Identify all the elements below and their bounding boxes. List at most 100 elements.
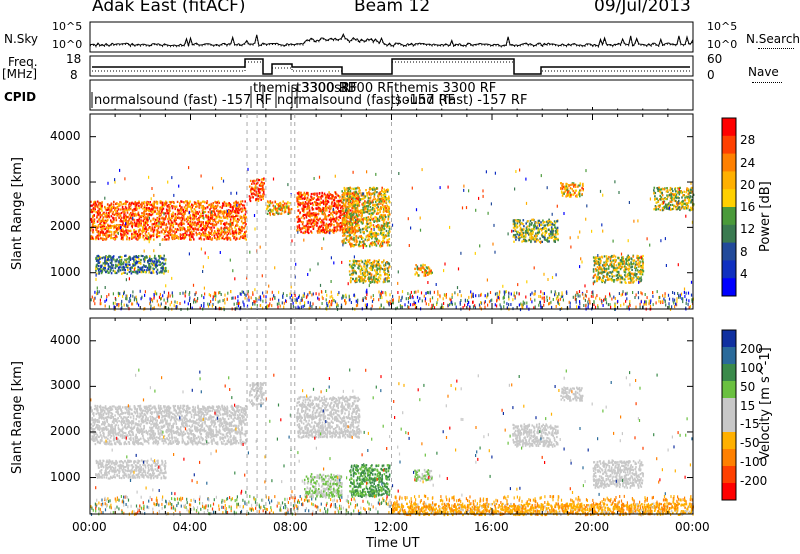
data-cell <box>633 259 636 262</box>
data-cell <box>133 218 136 221</box>
data-cell <box>313 212 315 215</box>
data-cell <box>371 280 374 283</box>
data-cell <box>105 237 108 240</box>
data-cell <box>624 265 626 268</box>
data-cell <box>384 224 387 227</box>
data-cell <box>97 259 99 262</box>
data-cell <box>216 221 219 224</box>
data-cell <box>560 182 562 185</box>
data-cell <box>630 261 632 264</box>
data-cell <box>288 209 291 212</box>
data-cell <box>303 213 306 216</box>
data-cell <box>310 195 312 198</box>
data-cell <box>229 220 232 223</box>
data-cell <box>98 268 101 271</box>
data-cell <box>375 270 377 274</box>
data-cell <box>306 208 308 211</box>
data-cell <box>359 280 361 283</box>
data-cell <box>317 231 319 234</box>
data-cell <box>351 213 354 216</box>
data-cell <box>134 231 136 234</box>
data-cell <box>118 261 120 264</box>
data-cell <box>349 216 351 220</box>
data-cell <box>323 203 325 206</box>
data-cell <box>386 239 389 242</box>
data-cell <box>520 222 523 225</box>
data-cell <box>348 215 351 218</box>
data-cell <box>378 203 380 206</box>
data-cell <box>309 225 312 228</box>
data-cell <box>308 225 310 229</box>
data-cell <box>282 204 285 207</box>
data-cell <box>206 206 209 209</box>
data-cell <box>152 233 155 236</box>
data-cell <box>343 227 345 230</box>
data-cell <box>175 222 178 225</box>
data-cell <box>193 221 195 224</box>
data-cell <box>341 195 344 198</box>
data-cell <box>142 236 144 239</box>
data-cell <box>349 209 352 212</box>
data-cell <box>170 213 173 216</box>
data-cell <box>167 220 170 223</box>
data-cell <box>610 261 613 264</box>
data-cell <box>206 224 209 227</box>
data-cell <box>231 230 234 233</box>
data-cell <box>143 212 146 216</box>
data-cell <box>180 212 182 215</box>
data-cell <box>112 237 114 240</box>
data-cell <box>301 223 304 226</box>
data-cell <box>113 208 116 211</box>
data-cell <box>302 221 304 224</box>
data-cell <box>331 218 334 221</box>
data-cell <box>138 204 140 207</box>
data-cell <box>254 187 257 190</box>
data-cell <box>125 219 127 222</box>
data-cell <box>187 222 189 225</box>
data-cell <box>369 222 371 225</box>
data-cell <box>530 240 532 244</box>
data-cell <box>283 206 285 209</box>
data-cell <box>152 230 155 233</box>
data-cell <box>517 230 519 233</box>
data-cell <box>124 263 127 266</box>
data-cell <box>163 254 165 257</box>
data-cell <box>232 232 234 235</box>
data-cell <box>385 201 388 204</box>
data-cell <box>129 216 132 219</box>
data-cell <box>273 207 275 210</box>
data-cell <box>140 216 143 219</box>
data-cell <box>125 226 127 229</box>
data-cell <box>380 229 383 232</box>
data-cell <box>192 218 195 221</box>
data-cell <box>270 210 272 213</box>
data-cell <box>164 217 167 220</box>
data-cell <box>118 224 120 227</box>
data-cell <box>207 222 209 226</box>
data-cell <box>596 262 599 265</box>
data-cell <box>351 187 353 190</box>
data-cell <box>210 226 213 229</box>
data-cell <box>514 233 517 237</box>
data-cell <box>107 212 110 215</box>
data-cell <box>379 216 382 219</box>
data-cell <box>341 223 343 226</box>
data-cell <box>142 229 145 232</box>
data-cell <box>181 228 183 231</box>
data-cell <box>611 279 613 282</box>
data-cell <box>108 255 110 258</box>
data-cell <box>257 199 260 202</box>
data-cell <box>161 210 163 213</box>
data-cell <box>221 212 224 215</box>
data-cell <box>214 236 216 239</box>
data-cell <box>193 214 196 217</box>
data-cell <box>206 201 209 204</box>
data-cell <box>320 229 323 233</box>
data-cell <box>130 225 133 228</box>
data-cell <box>166 210 168 213</box>
data-cell <box>187 203 190 207</box>
data-cell <box>512 219 515 222</box>
data-cell <box>388 277 390 280</box>
data-cell <box>296 196 298 199</box>
data-cell <box>306 191 308 194</box>
